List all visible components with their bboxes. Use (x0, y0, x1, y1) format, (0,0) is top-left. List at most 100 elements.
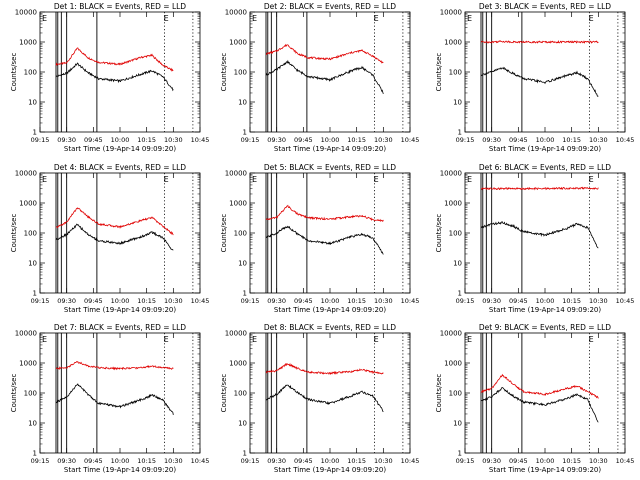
events-series-line (55, 383, 174, 415)
x-tick-label: 09:45 (509, 136, 528, 144)
lld-series-line (480, 39, 599, 44)
x-tick-label: 09:30 (57, 457, 76, 465)
y-tick-label: 1 (243, 290, 247, 298)
x-tick-label: 10:15 (562, 297, 581, 305)
lld-series-line (480, 373, 599, 399)
x-axis-label: Start Time (19-Apr-14 09:09:20) (64, 145, 176, 153)
plot-frame (249, 11, 411, 133)
detector-panel: Det 1: BLACK = Events, RED = LLD 1 10 100 10… (10, 2, 209, 153)
x-tick-label: 10:45 (191, 457, 210, 465)
x-tick-label: 09:30 (482, 297, 501, 305)
x-tick-label: 09:45 (84, 136, 103, 144)
x-axis-label: Start Time (19-Apr-14 09:09:20) (489, 145, 601, 153)
x-tick-label: 09:45 (509, 297, 528, 305)
y-tick-label: 10 (238, 420, 247, 428)
x-tick-label: 09:15 (31, 457, 50, 465)
marker-label-left: E (42, 14, 47, 23)
x-tick-label: 10:45 (401, 457, 420, 465)
detector-panel: Det 4: BLACK = Events, RED = LLD 1 10 100 10… (10, 163, 209, 314)
x-axis-label: Start Time (19-Apr-14 09:09:20) (64, 466, 176, 474)
x-tick-label: 10:30 (374, 136, 393, 144)
marker-label-right: E (374, 175, 379, 184)
y-tick-label: 1000 (444, 360, 462, 368)
y-tick-label: 10000 (225, 330, 247, 338)
y-tick-label: 1 (33, 290, 37, 298)
x-tick-label: 09:45 (84, 297, 103, 305)
marker-label-right: E (164, 335, 169, 344)
y-tick-label: 1 (243, 129, 247, 137)
panel-title: Det 3: BLACK = Events, RED = LLD (479, 2, 611, 11)
x-tick-label: 09:15 (241, 457, 260, 465)
y-tick-label: 1 (33, 129, 37, 137)
x-tick-label: 10:00 (536, 136, 555, 144)
panel-title: Det 7: BLACK = Events, RED = LLD (54, 323, 186, 332)
events-series-line (265, 384, 384, 413)
y-tick-label: 100 (234, 69, 247, 77)
y-axis-label: Counts/sec (10, 374, 18, 413)
lld-series-line (55, 47, 174, 72)
detector-panel: Det 8: BLACK = Events, RED = LLD 1 10 100 10… (220, 323, 419, 474)
events-series-line (265, 225, 384, 255)
panel-title: Det 4: BLACK = Events, RED = LLD (54, 163, 186, 172)
x-tick-label: 10:45 (616, 457, 635, 465)
panel-title: Det 2: BLACK = Events, RED = LLD (264, 2, 396, 11)
y-axis-label: Counts/sec (10, 214, 18, 253)
x-tick-label: 10:45 (616, 136, 635, 144)
x-tick-label: 09:30 (482, 457, 501, 465)
x-tick-label: 09:15 (456, 297, 475, 305)
x-tick-label: 10:00 (111, 457, 130, 465)
x-tick-label: 09:45 (294, 297, 313, 305)
x-tick-label: 10:45 (401, 297, 420, 305)
marker-label-left: E (252, 335, 257, 344)
x-tick-label: 10:30 (374, 457, 393, 465)
events-series-line (480, 66, 599, 97)
x-tick-label: 10:15 (347, 457, 366, 465)
x-tick-label: 10:30 (164, 297, 183, 305)
y-tick-label: 1 (458, 290, 462, 298)
marker-label-left: E (42, 175, 47, 184)
plot-frame (464, 332, 626, 454)
y-tick-label: 10 (28, 420, 37, 428)
y-tick-label: 10000 (15, 9, 37, 17)
marker-label-right: E (374, 335, 379, 344)
y-tick-label: 10 (453, 420, 462, 428)
x-tick-label: 10:00 (536, 457, 555, 465)
y-tick-label: 100 (234, 390, 247, 398)
plot-frame (39, 11, 201, 133)
marker-label-right: E (589, 335, 594, 344)
x-tick-label: 09:30 (267, 297, 286, 305)
events-series-line (55, 223, 174, 251)
marker-label-left: E (467, 175, 472, 184)
x-tick-label: 10:30 (164, 136, 183, 144)
y-tick-label: 10000 (440, 170, 462, 178)
x-tick-label: 10:45 (401, 136, 420, 144)
detector-panel: Det 6: BLACK = Events, RED = LLD 1 10 100 10… (435, 163, 634, 314)
events-series-line (480, 221, 599, 249)
y-tick-label: 1000 (19, 200, 37, 208)
x-tick-label: 09:30 (482, 136, 501, 144)
panel-title: Det 5: BLACK = Events, RED = LLD (264, 163, 396, 172)
y-tick-label: 100 (449, 230, 462, 238)
y-axis-label: Counts/sec (435, 53, 443, 92)
lld-series-line (265, 43, 384, 64)
x-tick-label: 10:45 (616, 297, 635, 305)
marker-label-left: E (467, 14, 472, 23)
panel-title: Det 8: BLACK = Events, RED = LLD (264, 323, 396, 332)
plot-frame (39, 332, 201, 454)
y-tick-label: 10 (453, 260, 462, 268)
marker-label-right: E (164, 14, 169, 23)
x-tick-label: 10:00 (111, 136, 130, 144)
panel-title: Det 1: BLACK = Events, RED = LLD (54, 2, 186, 11)
x-tick-label: 09:30 (267, 457, 286, 465)
y-tick-label: 10000 (15, 330, 37, 338)
detector-panel: Det 5: BLACK = Events, RED = LLD 1 10 100 10… (220, 163, 419, 314)
events-series-line (480, 387, 599, 423)
y-axis-label: Counts/sec (435, 374, 443, 413)
y-tick-label: 10000 (440, 9, 462, 17)
y-tick-label: 10000 (225, 170, 247, 178)
x-tick-label: 09:15 (31, 297, 50, 305)
x-tick-label: 10:00 (321, 136, 340, 144)
detector-panel: Det 7: BLACK = Events, RED = LLD 1 10 100 10… (10, 323, 209, 474)
y-tick-label: 1000 (229, 360, 247, 368)
x-tick-label: 09:30 (57, 297, 76, 305)
